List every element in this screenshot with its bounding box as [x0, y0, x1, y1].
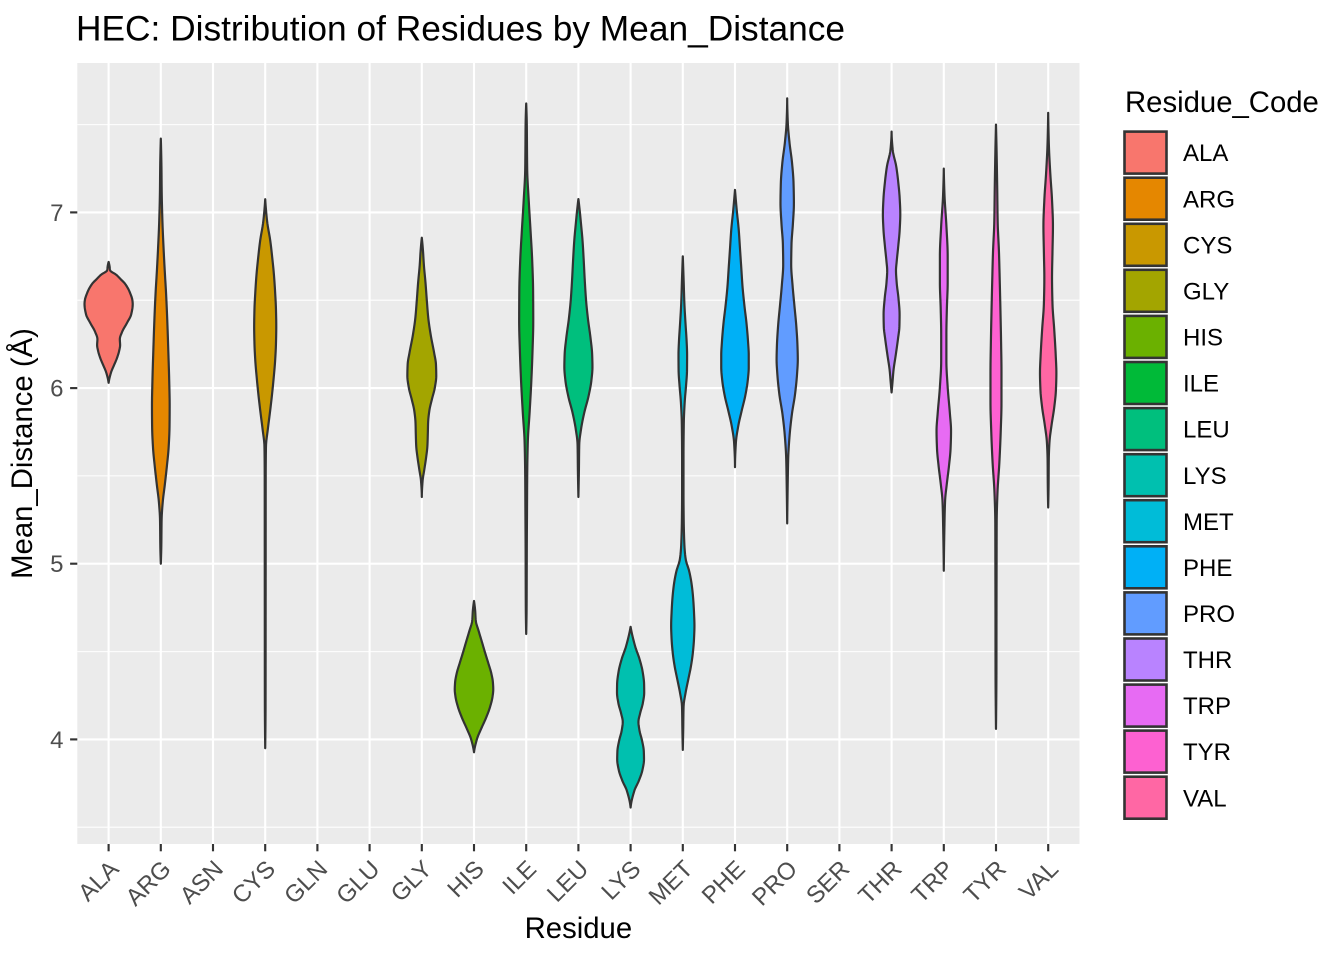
svg-text:TRP: TRP: [1183, 693, 1231, 720]
svg-text:VAL: VAL: [1183, 785, 1227, 812]
svg-text:HEC: Distribution of Residues: HEC: Distribution of Residues by Mean_Di…: [76, 10, 845, 49]
svg-text:CYS: CYS: [1183, 232, 1232, 259]
svg-text:PHE: PHE: [1183, 555, 1232, 582]
svg-text:4: 4: [50, 727, 63, 754]
svg-text:6: 6: [50, 376, 63, 403]
svg-text:LYS: LYS: [1183, 463, 1227, 490]
svg-text:ARG: ARG: [1183, 186, 1235, 213]
svg-text:THR: THR: [1183, 647, 1232, 674]
svg-text:ILE: ILE: [1183, 371, 1219, 398]
svg-text:5: 5: [50, 551, 63, 578]
svg-text:TYR: TYR: [1183, 739, 1231, 766]
svg-text:7: 7: [50, 200, 63, 227]
svg-text:Residue: Residue: [525, 912, 633, 945]
svg-text:ALA: ALA: [1183, 140, 1228, 167]
svg-text:PRO: PRO: [1183, 601, 1235, 628]
svg-text:GLY: GLY: [1183, 278, 1229, 305]
svg-text:LEU: LEU: [1183, 417, 1230, 444]
svg-text:Residue_Code: Residue_Code: [1125, 86, 1319, 119]
svg-text:Mean_Distance (Å): Mean_Distance (Å): [6, 328, 39, 579]
svg-text:MET: MET: [1183, 509, 1234, 536]
svg-text:HIS: HIS: [1183, 325, 1223, 352]
